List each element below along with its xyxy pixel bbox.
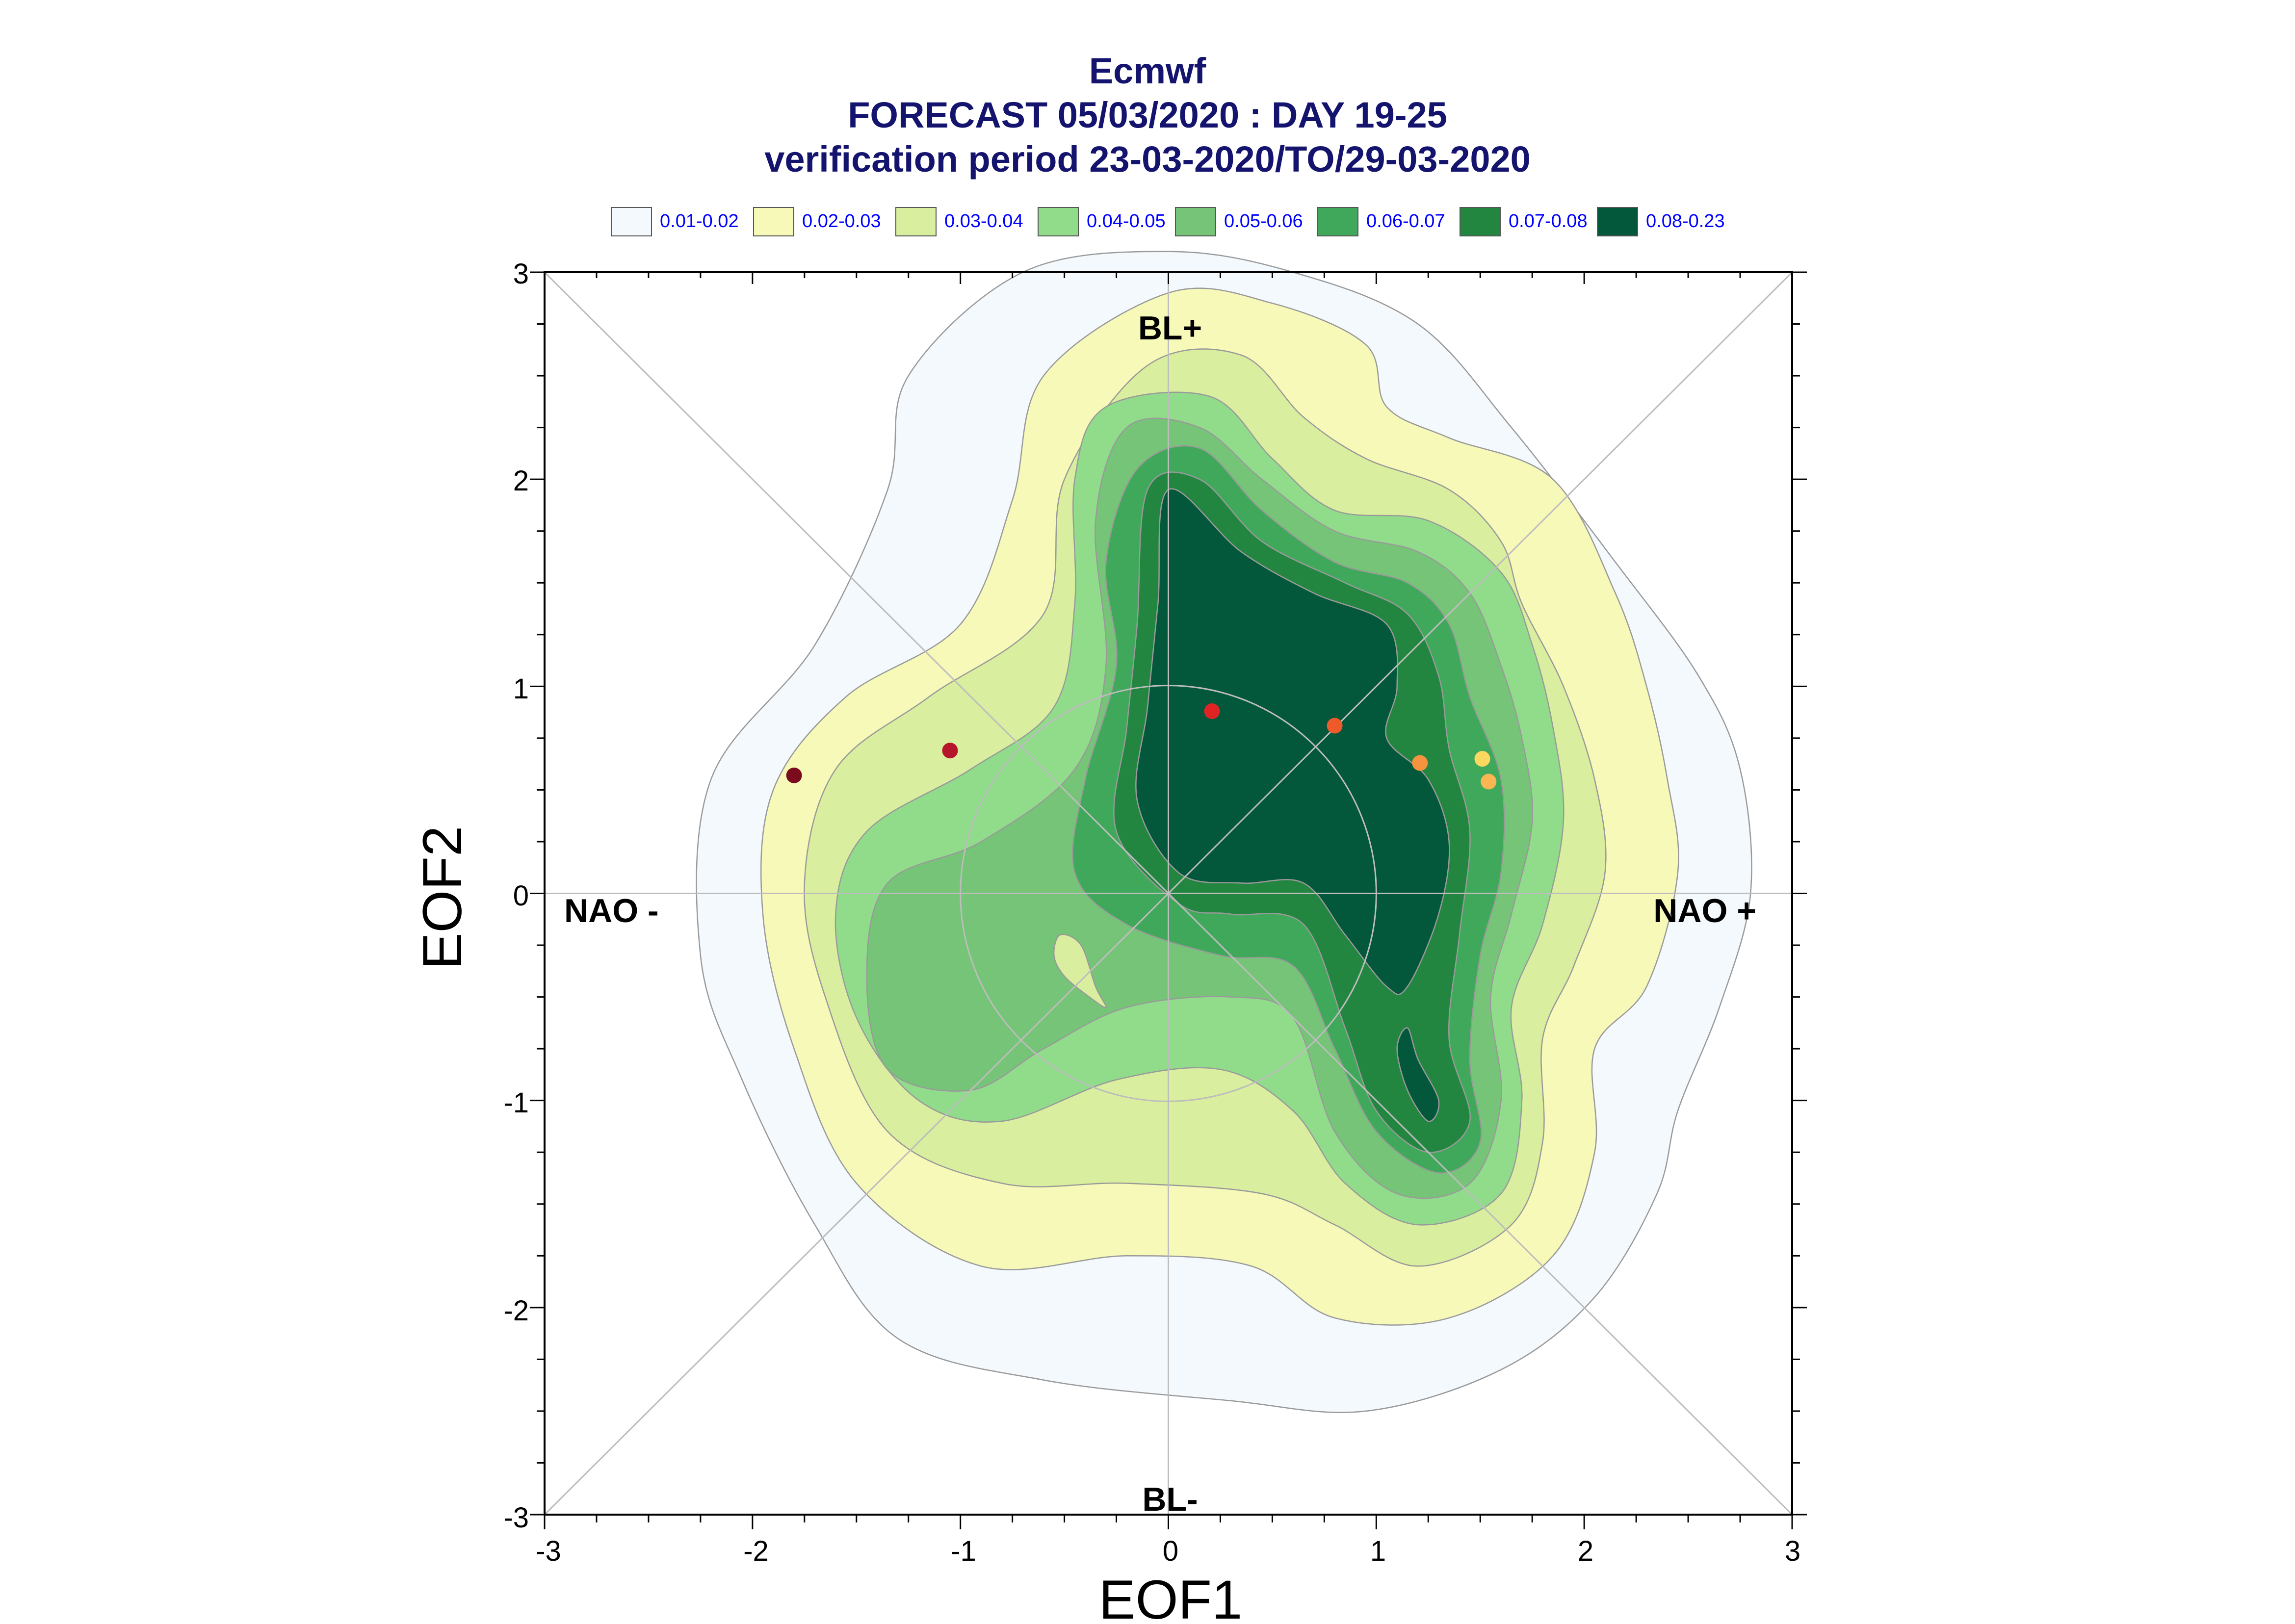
forecast-point [942,743,958,759]
legend-label: 0.07-0.08 [1509,211,1588,232]
contour-band [1135,488,1450,995]
axis-ticks [530,271,1807,1529]
forecast-point [1327,718,1343,734]
legend-swatch [1175,207,1216,236]
x-tick-label: -1 [951,1535,976,1567]
diagonal-line [544,271,1793,1516]
legend-label: 0.03-0.04 [944,211,1023,232]
forecast-points [786,703,1497,790]
legend-label: 0.02-0.03 [802,211,881,232]
forecast-point [1412,755,1428,771]
y-tick-label: 3 [513,258,529,290]
density-contours [696,251,1752,1414]
forecast-point [786,767,802,783]
contour-band [1396,1027,1440,1122]
chart-title-line-1: Ecmwf [1089,51,1206,91]
y-tick-label: 2 [513,465,529,497]
legend-label: 0.08-0.23 [1646,211,1725,232]
x-tick-label: 1 [1370,1535,1386,1567]
y-tick-label: -3 [503,1502,529,1534]
chart-title-line-3: verification period 23-03-2020/TO/29-03-… [764,139,1531,180]
chart-title-block: Ecmwf FORECAST 05/03/2020 : DAY 19-25 ve… [0,49,2295,181]
legend-swatch [611,207,652,236]
legend-label: 0.05-0.06 [1224,211,1303,232]
region-label-nao-minus: NAO - [564,892,659,929]
legend-swatch [1317,207,1358,236]
x-tick-label: -3 [536,1535,561,1567]
y-tick-label: 1 [513,673,529,705]
legend-swatch [1038,207,1079,236]
forecast-point [1204,703,1220,719]
x-tick-label: 2 [1578,1535,1593,1567]
region-label-bl-plus: BL+ [1138,309,1202,347]
legend-swatch [753,207,794,236]
contour-band [1053,933,1107,1008]
legend-swatch [1597,207,1638,236]
legend-label: 0.04-0.05 [1087,211,1166,232]
y-tick-label: 0 [513,880,529,912]
chart-title-line-2: FORECAST 05/03/2020 : DAY 19-25 [848,95,1447,135]
x-tick-label: 0 [1163,1535,1178,1567]
legend-swatch [895,207,937,236]
y-axis-title: EOF2 [412,826,473,970]
y-tick-label: -2 [503,1295,529,1327]
legend-swatch [1460,207,1501,236]
reference-circle [960,685,1377,1102]
x-axis-title: EOF1 [1099,1569,1243,1624]
legend: 0.01-0.02 0.02-0.03 0.03-0.04 0.04-0.05 … [611,207,1788,241]
forecast-point [1474,751,1490,767]
grid-lines [544,271,1793,1516]
region-label-nao-plus: NAO + [1653,892,1756,929]
x-tick-label: -2 [743,1535,769,1567]
legend-label: 0.01-0.02 [660,211,739,232]
x-tick-label: 3 [1785,1535,1800,1567]
region-label-bl-minus: BL- [1142,1481,1198,1518]
y-tick-label: -1 [503,1087,529,1119]
forecast-point [1481,773,1497,790]
legend-label: 0.06-0.07 [1366,211,1445,232]
